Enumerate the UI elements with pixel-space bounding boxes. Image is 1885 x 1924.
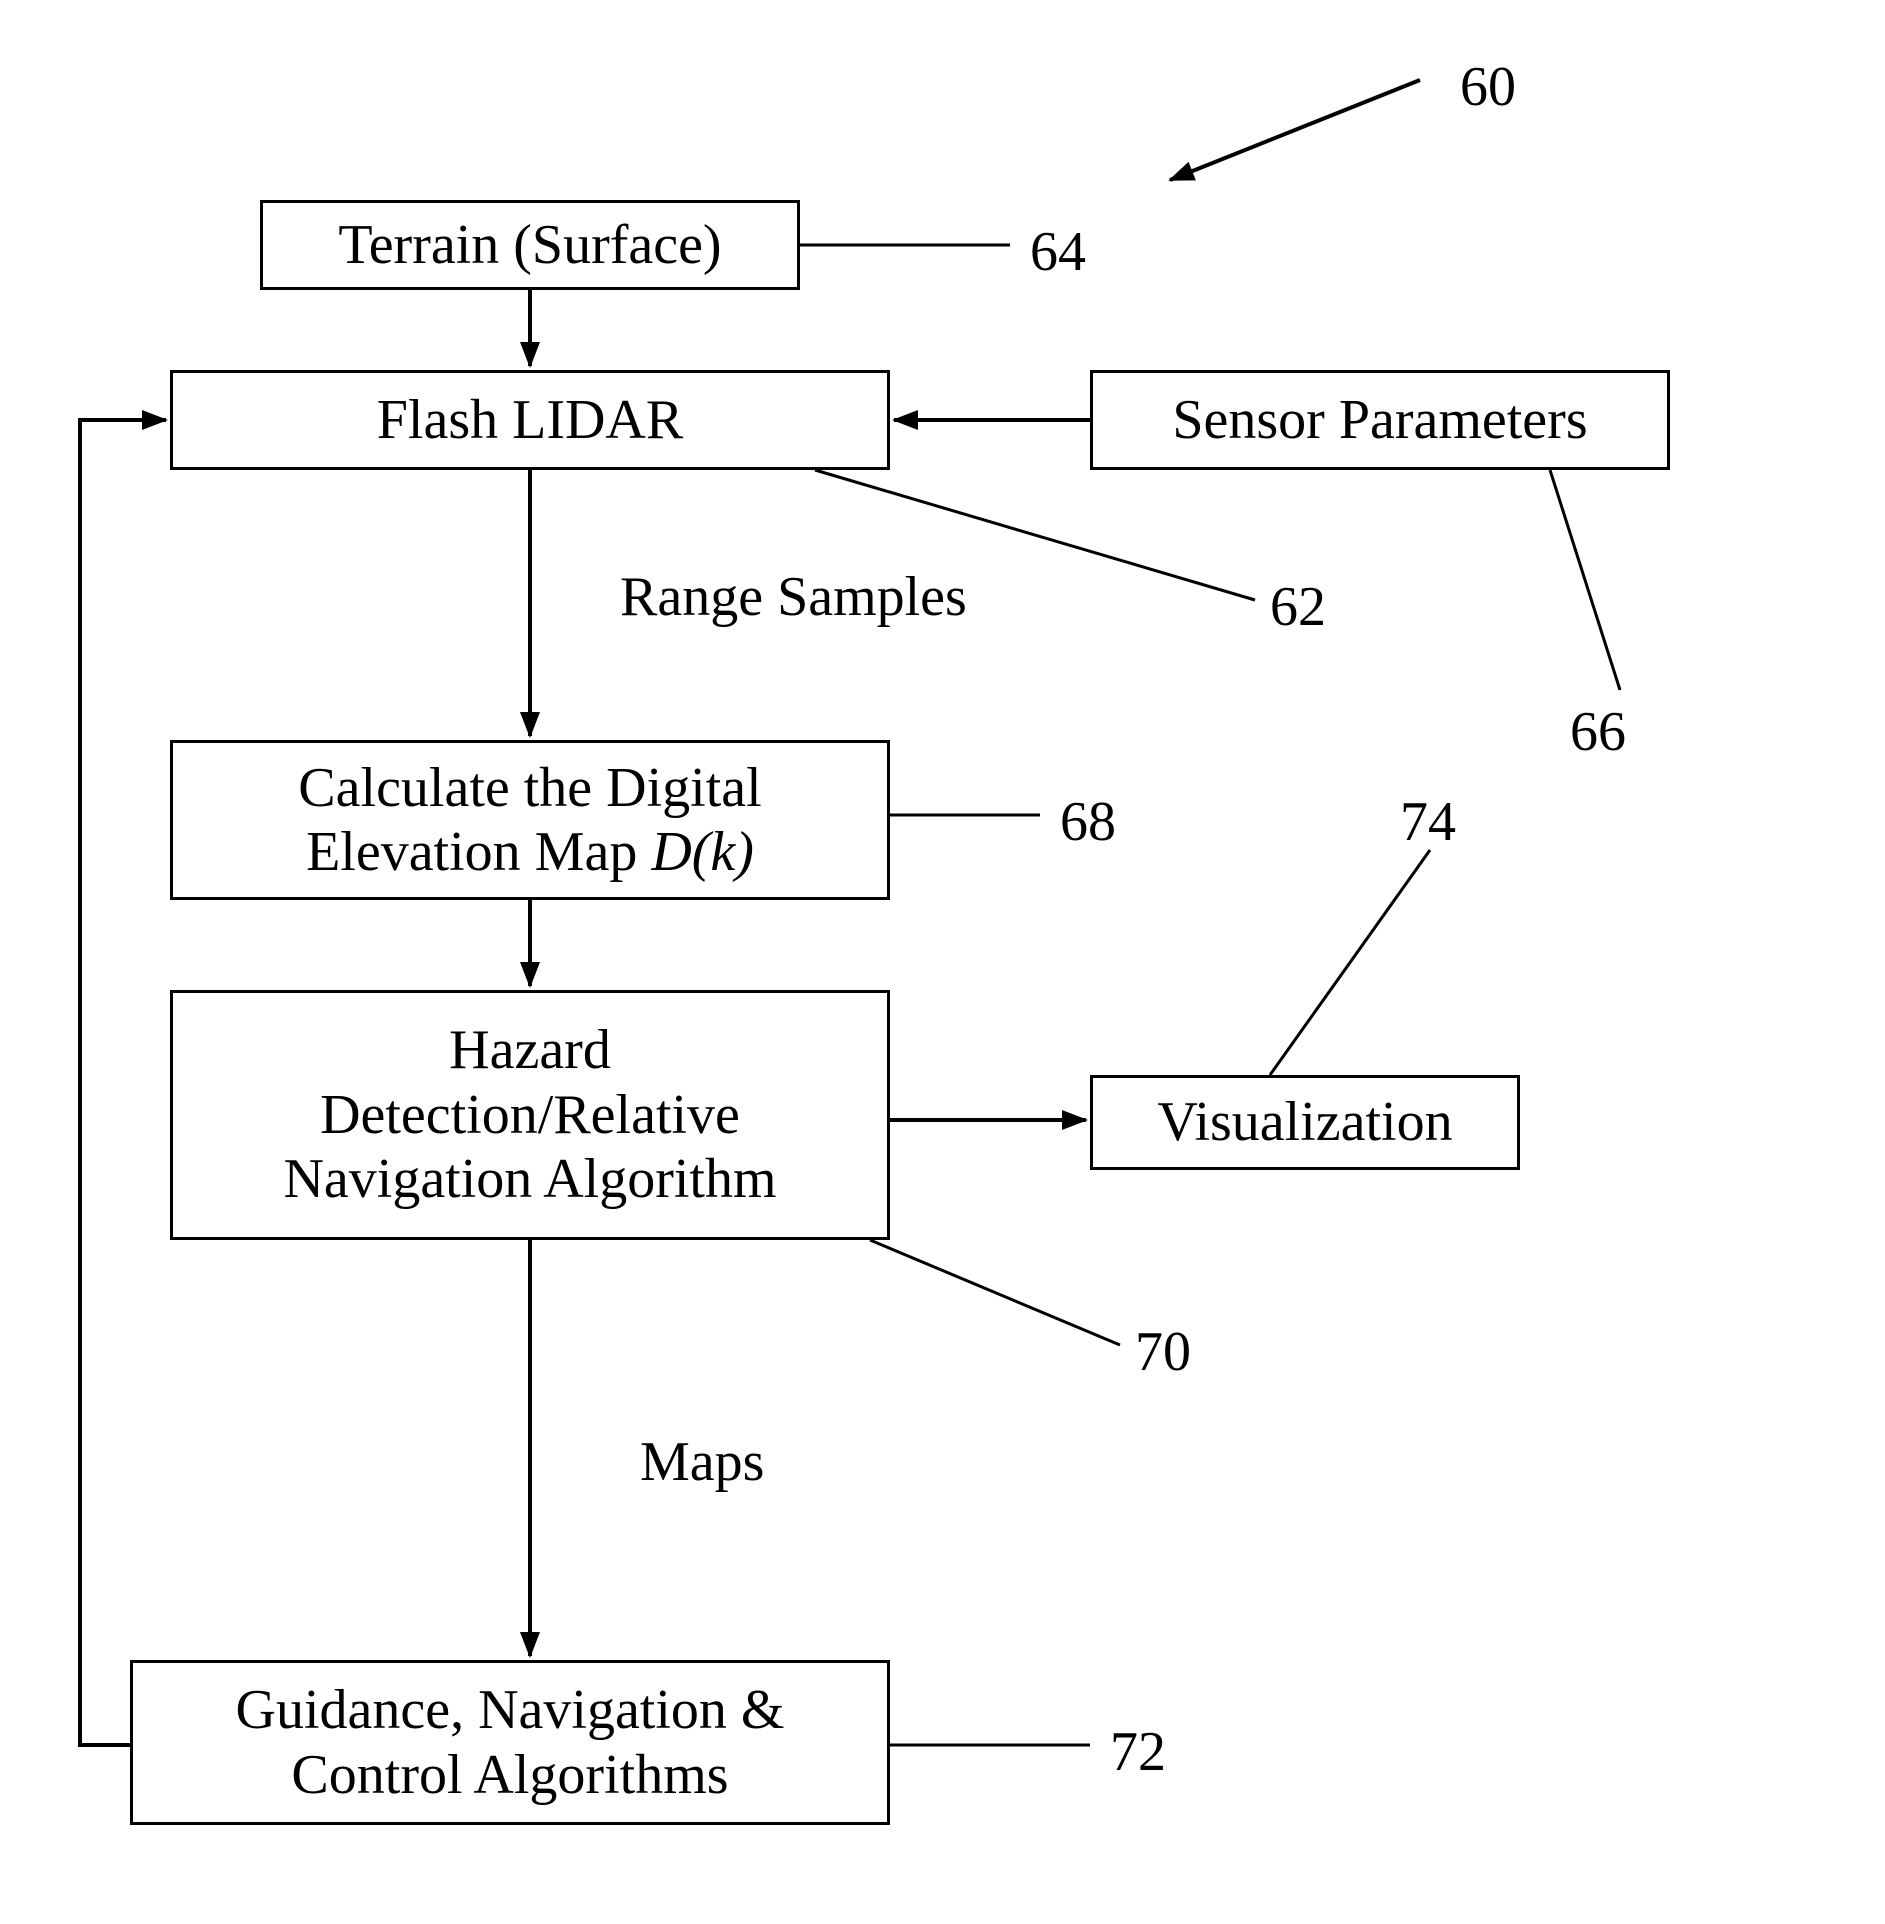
ref-60: 60 [1460, 55, 1516, 119]
edge-label-maps: Maps [640, 1430, 764, 1494]
node-lidar-label: Flash LIDAR [377, 388, 683, 452]
node-visualization: Visualization [1090, 1075, 1520, 1170]
leader-70 [870, 1240, 1120, 1345]
ref-64: 64 [1030, 220, 1086, 284]
edge-label-range-samples: Range Samples [620, 565, 967, 629]
node-sensor-params: Sensor Parameters [1090, 370, 1670, 470]
node-terrain: Terrain (Surface) [260, 200, 800, 290]
leader-60 [1170, 80, 1420, 180]
ref-66: 66 [1570, 700, 1626, 764]
node-dem-text: Calculate the Digital Elevation Map D(k) [298, 756, 761, 885]
ref-74: 74 [1400, 790, 1456, 854]
leader-66 [1550, 470, 1620, 690]
node-hazard-text: Hazard Detection/Relative Navigation Alg… [283, 1018, 776, 1211]
node-terrain-label: Terrain (Surface) [338, 213, 721, 277]
node-lidar: Flash LIDAR [170, 370, 890, 470]
leader-lines [800, 245, 1620, 1745]
leader-74 [1270, 850, 1430, 1075]
ref-68: 68 [1060, 790, 1116, 854]
ref-70: 70 [1135, 1320, 1191, 1384]
node-hazard: Hazard Detection/Relative Navigation Alg… [170, 990, 890, 1240]
node-dem: Calculate the Digital Elevation Map D(k) [170, 740, 890, 900]
dem-variable: D(k) [651, 821, 754, 883]
ref-62: 62 [1270, 575, 1326, 639]
node-sensor-label: Sensor Parameters [1172, 388, 1587, 452]
flowchart-canvas: Terrain (Surface) Flash LIDAR Sensor Par… [0, 0, 1885, 1924]
ref-72: 72 [1110, 1720, 1166, 1784]
arrow-gnc-feedback [80, 420, 166, 1745]
node-gnc-text: Guidance, Navigation & Control Algorithm… [236, 1678, 785, 1807]
node-gnc: Guidance, Navigation & Control Algorithm… [130, 1660, 890, 1825]
node-viz-label: Visualization [1157, 1090, 1452, 1154]
